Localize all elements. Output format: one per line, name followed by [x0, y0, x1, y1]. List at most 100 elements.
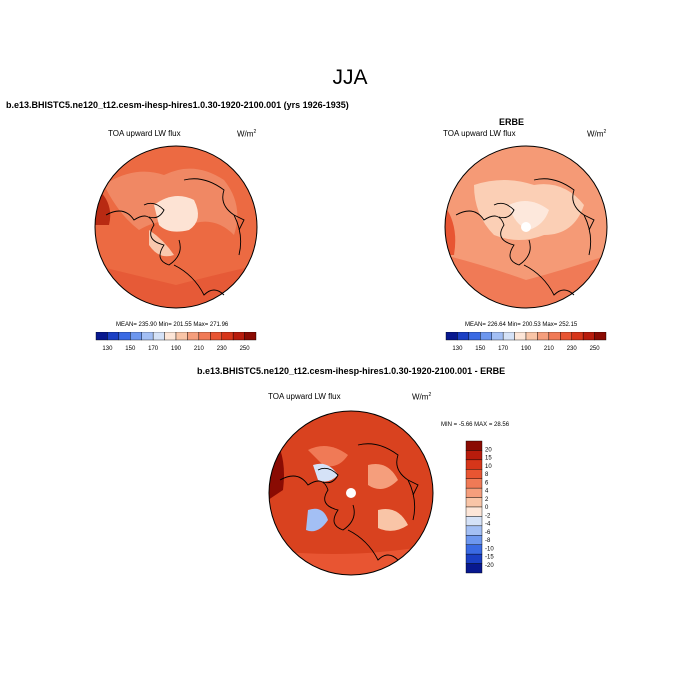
map-shading-patch [378, 509, 408, 531]
panel-2-units: W/m2 [587, 129, 607, 139]
colorbar-swatch [465, 516, 483, 527]
colorbar-tick-label: 0 [485, 505, 489, 511]
map-shading-patch [306, 508, 328, 532]
colorbar-swatch [465, 450, 483, 461]
colorbar-swatch [141, 332, 154, 341]
colorbar-swatch [465, 544, 483, 555]
colorbar-tick-label: 130 [102, 346, 113, 352]
colorbar-tick-label: 8 [485, 472, 489, 478]
panel-1-units: W/m2 [237, 129, 257, 139]
colorbar-swatches [465, 440, 483, 574]
map-shading-patch [313, 463, 338, 482]
colorbar-swatch [560, 332, 572, 341]
panel-2-heading: ERBE [499, 117, 525, 127]
colorbar-tick-label: 4 [485, 489, 489, 495]
colorbar-swatch [130, 332, 142, 341]
coastlines [105, 178, 245, 296]
colorbar-swatch [221, 332, 234, 341]
panel-3-stats: MIN = -5.66 MAX = 28.56 [441, 422, 510, 428]
colorbar-swatch [465, 535, 483, 545]
colorbar-swatch [232, 332, 245, 341]
colorbar-swatch [465, 506, 483, 517]
coastlines [455, 178, 595, 296]
colorbar-swatch [465, 525, 483, 536]
colorbar-tick-label: 210 [544, 346, 555, 352]
colorbar-swatch [491, 332, 504, 341]
map-shading-patch [368, 464, 398, 489]
colorbar-swatch [465, 497, 483, 508]
colorbar-tick-label: 210 [194, 346, 205, 352]
panel-1-polar-map [94, 145, 258, 309]
colorbar-tick-label: 170 [148, 346, 159, 352]
colorbar-tick-label: 6 [485, 480, 489, 486]
colorbar-swatch [582, 332, 595, 341]
colorbar-swatch [548, 332, 561, 341]
colorbar-swatch [175, 332, 188, 341]
colorbar-tick-label: 250 [240, 346, 251, 352]
colorbar-swatch [244, 332, 257, 341]
colorbar-tick-label: 150 [475, 346, 486, 352]
colorbar-swatch [480, 332, 492, 341]
colorbar-tick-label: -20 [485, 563, 494, 569]
colorbar-tick-label: 250 [590, 346, 601, 352]
colorbar-swatch [537, 332, 550, 341]
map-shading-patch [509, 201, 549, 230]
colorbar-swatch [465, 459, 483, 470]
colorbar-swatch [465, 478, 483, 489]
colorbar-swatches [95, 332, 257, 341]
colorbar-swatch [465, 469, 483, 479]
colorbar-panel-2: 130150170190210230250270 [445, 332, 607, 352]
colorbar-swatch [187, 332, 200, 341]
colorbar-tick-label: 230 [217, 346, 228, 352]
panel-3-variable: TOA upward LW flux [268, 392, 341, 401]
colorbar-swatch [95, 332, 108, 341]
colorbar-tick-label: 170 [498, 346, 509, 352]
colorbar-tick-label: 20 [485, 447, 492, 453]
panel-3-heading: b.e13.BHISTC5.ne120_t12.cesm-ihesp-hires… [197, 366, 506, 376]
colorbar-swatch [514, 332, 527, 341]
panel-3-polar-map [268, 410, 434, 576]
colorbar-tick-label: 150 [125, 346, 136, 352]
panel-2-variable: TOA upward LW flux [443, 129, 516, 138]
colorbar-swatch [198, 332, 211, 341]
colorbar-tick-label: 190 [171, 346, 182, 352]
colorbar-tick-label: -6 [485, 530, 491, 536]
colorbar-swatch [152, 332, 165, 341]
colorbar-tick-label: -4 [485, 522, 491, 528]
colorbar-tick-label: -10 [485, 546, 494, 552]
colorbar-tick-label: 190 [521, 346, 532, 352]
panel-1-stats: MEAN= 235.90 Min= 201.55 Max= 271.96 [116, 322, 229, 328]
map-shading-patch [308, 446, 348, 467]
coastlines [279, 443, 419, 561]
colorbar-tick-label: 130 [452, 346, 463, 352]
colorbar-swatch [525, 332, 538, 341]
colorbar-labels: 130150170190210230250270 [452, 346, 601, 352]
colorbar-tick-label: 10 [485, 464, 492, 470]
colorbar-swatch [468, 332, 481, 341]
colorbar-labels: 130150170190210230250270 [102, 346, 251, 352]
figure-title: JJA [332, 66, 368, 89]
colorbar-panel-1: 130150170190210230250270 [95, 332, 257, 352]
colorbar-swatch [457, 332, 470, 341]
colorbar-tick-label: -2 [485, 513, 491, 519]
map-shading-patch [149, 230, 174, 257]
colorbar-swatch [164, 332, 177, 341]
colorbar-swatch [594, 332, 607, 341]
panel-2-stats: MEAN= 226.64 Min= 200.53 Max= 252.15 [465, 322, 578, 328]
map-shading-patch [269, 430, 284, 500]
colorbar-tick-label: 15 [485, 456, 492, 462]
panel-2-polar-map [444, 145, 608, 309]
colorbar-swatch [445, 332, 458, 341]
colorbar-swatch [502, 332, 515, 341]
colorbar-tick-label: -15 [485, 555, 494, 561]
colorbar-tick-label: 230 [567, 346, 578, 352]
panel-3-units: W/m2 [412, 392, 432, 402]
colorbar-swatch [571, 332, 584, 341]
polar-data-gap [521, 222, 531, 232]
colorbar-swatches [445, 332, 607, 341]
colorbar-swatch [465, 563, 483, 574]
polar-data-gap [346, 488, 356, 498]
colorbar-swatch [465, 440, 483, 451]
